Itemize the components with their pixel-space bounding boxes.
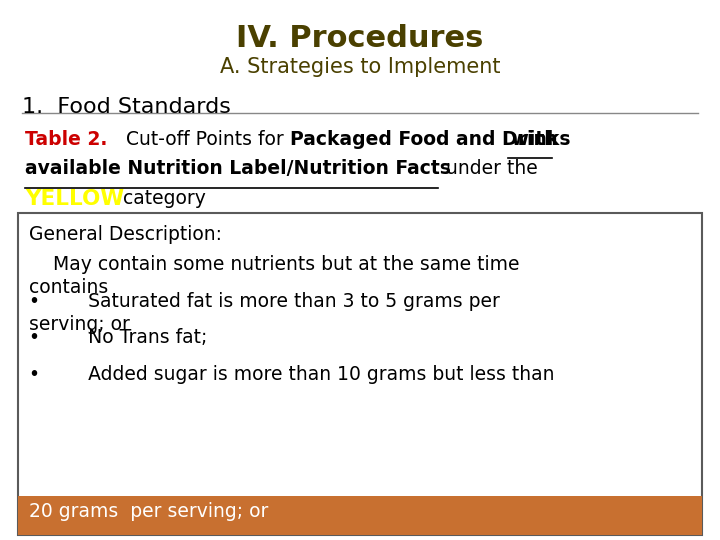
Text: A. Strategies to Implement: A. Strategies to Implement	[220, 57, 500, 77]
Text: •        No Trans fat;: • No Trans fat;	[29, 328, 207, 347]
Text: General Description:: General Description:	[29, 225, 222, 244]
Text: 1.  Food Standards: 1. Food Standards	[22, 97, 230, 117]
Text: YELLOW: YELLOW	[25, 189, 125, 209]
FancyBboxPatch shape	[18, 496, 702, 535]
FancyBboxPatch shape	[18, 213, 702, 535]
Text: IV. Procedures: IV. Procedures	[236, 24, 484, 53]
Text: May contain some nutrients but at the same time
contains: May contain some nutrients but at the sa…	[29, 255, 519, 298]
Text: category: category	[117, 189, 206, 208]
Text: Cut-off Points for: Cut-off Points for	[126, 130, 289, 148]
Text: available Nutrition Label/Nutrition Facts: available Nutrition Label/Nutrition Fact…	[25, 159, 451, 178]
Text: with: with	[505, 130, 557, 148]
Text: •        Added sugar is more than 10 grams but less than: • Added sugar is more than 10 grams but …	[29, 365, 554, 384]
Text: •        Saturated fat is more than 3 to 5 grams per
serving; or: • Saturated fat is more than 3 to 5 gram…	[29, 292, 500, 334]
Text: Table 2.: Table 2.	[25, 130, 107, 148]
Text: 20 grams  per serving; or: 20 grams per serving; or	[29, 502, 268, 521]
Text: Packaged Food and Drinks: Packaged Food and Drinks	[290, 130, 571, 148]
Text: under the: under the	[440, 159, 538, 178]
